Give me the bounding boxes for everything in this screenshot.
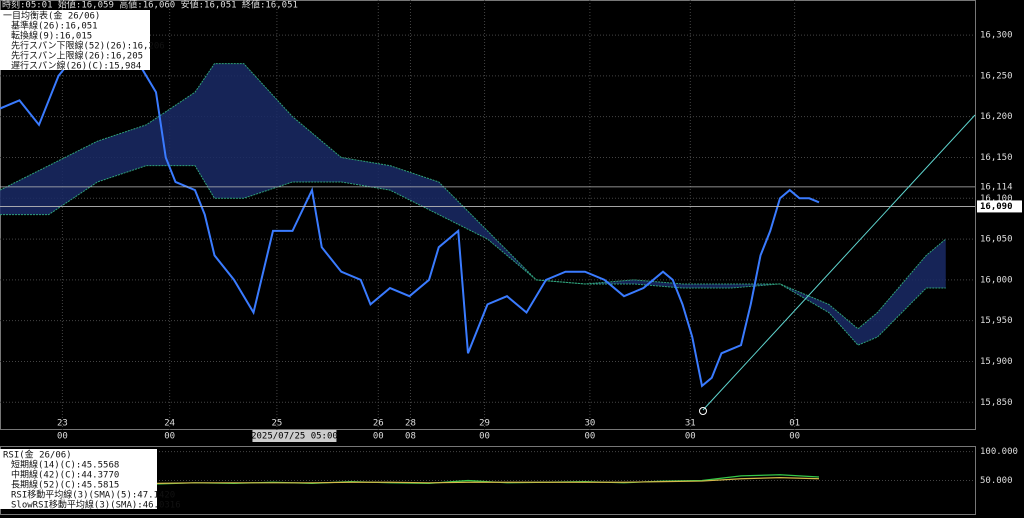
legend-entry: 中期線(42)(C):44.3770 <box>11 469 119 481</box>
cursor-box <box>252 430 337 442</box>
trend-anchor <box>699 407 707 415</box>
x-tick-sublabel: 00 <box>789 432 800 442</box>
y-tick-label: 16,050 <box>980 235 1013 245</box>
status-line: 時刻:05:01 始値:16,059 高値:16,060 安値:16,051 終… <box>2 0 298 11</box>
y-tick-label: 16,000 <box>980 275 1013 285</box>
kumo-cloud <box>0 63 946 346</box>
legend-entry: 基準線(26):16,051 <box>11 20 98 32</box>
legend-entry: 短期線(14)(C):45.5568 <box>11 459 119 471</box>
y-tick-label: 50.000 <box>980 476 1013 486</box>
y-tick-label: 15,850 <box>980 398 1013 408</box>
x-tick-label: 31 <box>685 419 696 429</box>
x-tick-sublabel: 00 <box>685 432 696 442</box>
x-tick-sublabel: 00 <box>164 432 175 442</box>
rsi-legend-box <box>0 449 157 509</box>
legend-entry: 先行スパン下限線(52)(26):16,206 <box>11 40 165 52</box>
trend-line <box>702 114 976 411</box>
y-tick-label: 16,100 <box>980 194 1013 204</box>
y-tick-label: 16,250 <box>980 71 1013 81</box>
y-tick-label: 16,300 <box>980 31 1013 41</box>
x-tick-sublabel: 00 <box>479 432 490 442</box>
legend-entry: RSI移動平均線(3)(SMA)(5):47.1420 <box>11 489 175 501</box>
legend-entry: SlowRSI移動平均線(3)(SMA):46.0316 <box>11 499 181 511</box>
x-tick-sublabel: 00 <box>584 432 595 442</box>
legend-title: 一目均衡表(金 26/06) <box>3 10 100 22</box>
price-tag: 16,090 <box>980 202 1013 212</box>
y-tick-label: 16,200 <box>980 112 1013 122</box>
kumo-span <box>0 63 947 330</box>
legend-entry: 転換線(9):16,015 <box>11 30 92 42</box>
y-tick-label: 16,150 <box>980 153 1013 163</box>
x-tick-label: 26 <box>373 419 384 429</box>
y-tick-label: 15,900 <box>980 357 1013 367</box>
x-tick-label: 25 <box>271 419 282 429</box>
x-tick-label: 24 <box>164 419 175 429</box>
price-tag-box <box>977 200 1022 213</box>
kumo-span <box>0 165 946 346</box>
x-tick-label: 30 <box>584 419 595 429</box>
legend-entry: 長期線(52)(C):45.5815 <box>11 479 119 491</box>
x-tick-label: 28 <box>405 419 416 429</box>
price-tag: 16,114 <box>980 182 1013 192</box>
series-line <box>0 49 820 388</box>
legend-entry: 先行スパン上限線(26):16,205 <box>11 50 143 62</box>
legend-title: RSI(金 26/06) <box>3 449 72 461</box>
cursor-label: 2025/07/25 05:00 <box>251 432 338 442</box>
legend-entry: 遅行スパン線(26)(C):15,984 <box>11 60 141 72</box>
x-tick-sublabel: 00 <box>57 432 68 442</box>
x-tick-sublabel: 08 <box>405 432 416 442</box>
y-tick-label: 15,950 <box>980 316 1013 326</box>
x-tick-label: 23 <box>57 419 68 429</box>
x-tick-label: 29 <box>479 419 490 429</box>
x-tick-sublabel: 00 <box>373 432 384 442</box>
y-tick-label: 100.000 <box>980 447 1018 457</box>
x-tick-label: 01 <box>789 419 800 429</box>
legend-box <box>0 10 150 70</box>
